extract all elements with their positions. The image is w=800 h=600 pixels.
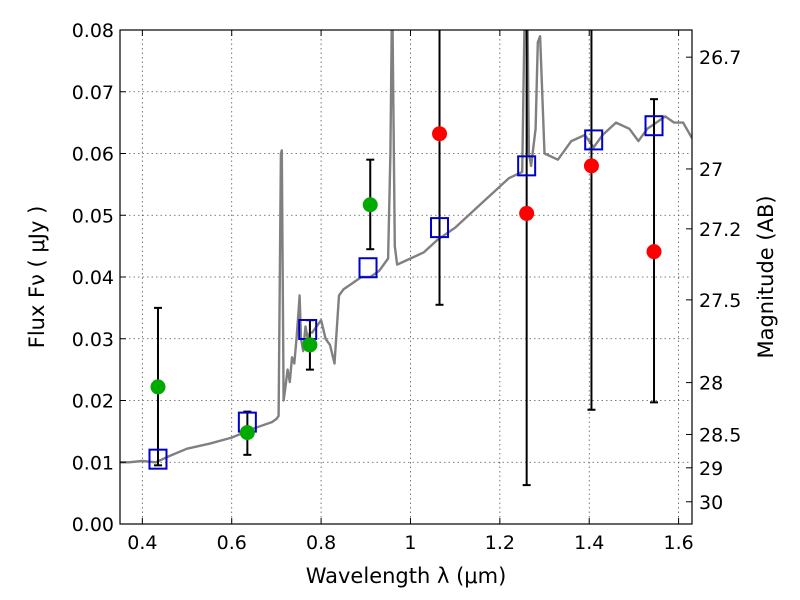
detection-point — [239, 425, 255, 441]
x-tick-label: 0.6 — [217, 532, 247, 554]
y2-tick-label: 27 — [699, 159, 723, 181]
errorbar-layer — [153, 30, 659, 487]
x-tick-label: 1.6 — [663, 532, 693, 554]
y-tick-label: 0.07 — [72, 82, 114, 104]
y2-tick-label: 27.2 — [699, 219, 741, 241]
y-tick-label: 0.06 — [72, 144, 114, 166]
y2-tick-label: 28 — [699, 373, 723, 395]
model-square — [148, 448, 168, 470]
y-tick-label: 0.03 — [72, 329, 114, 351]
y2-tick-label: 30 — [699, 492, 723, 514]
model-square — [584, 129, 604, 151]
y2-tick-label: 26.7 — [699, 47, 741, 69]
y-axis-label: Flux Fν ( μJy ) — [25, 206, 49, 349]
y2-tick-label: 27.5 — [699, 290, 741, 312]
x-tick-label: 0.4 — [127, 532, 157, 554]
model-square — [430, 217, 450, 239]
nondetection-point — [646, 244, 662, 260]
y-tick-label: 0.05 — [72, 205, 114, 227]
spectrum-line — [120, 30, 692, 464]
x-tick-label: 1.4 — [574, 532, 604, 554]
marker-layer — [148, 115, 664, 470]
model-square — [517, 155, 537, 177]
x-tick-label: 0.8 — [306, 532, 336, 554]
model-square — [644, 115, 664, 137]
model-square — [358, 257, 378, 279]
y2-axis-label: Magnitude (AB) — [754, 195, 778, 358]
y-tick-label: 0.04 — [72, 267, 114, 289]
spectrum-layer — [120, 30, 692, 464]
x-tick-label: 1.2 — [485, 532, 515, 554]
detection-point — [302, 337, 318, 353]
nondetection-point — [583, 158, 599, 174]
y-tick-label: 0.08 — [72, 20, 114, 42]
x-tick-label: 1 — [404, 532, 416, 554]
y2-tick-label: 28.5 — [699, 424, 741, 446]
detection-point — [150, 379, 166, 395]
y-tick-label: 0.02 — [72, 391, 114, 413]
x-axis-label: Wavelength λ (μm) — [306, 564, 507, 588]
tick-layer: 0.4 0.6 0.8 1 1.2 1.4 1.6 0.00 0.01 0.02 0.03 0.04 0… — [72, 20, 742, 554]
nondetection-point — [519, 205, 535, 221]
nondetection-point — [432, 126, 448, 142]
grid-layer — [120, 29, 692, 525]
detection-point — [362, 197, 378, 213]
y-tick-label: 0.00 — [72, 514, 114, 536]
y2-tick-label: 29 — [699, 458, 723, 480]
y-tick-label: 0.01 — [72, 452, 114, 474]
